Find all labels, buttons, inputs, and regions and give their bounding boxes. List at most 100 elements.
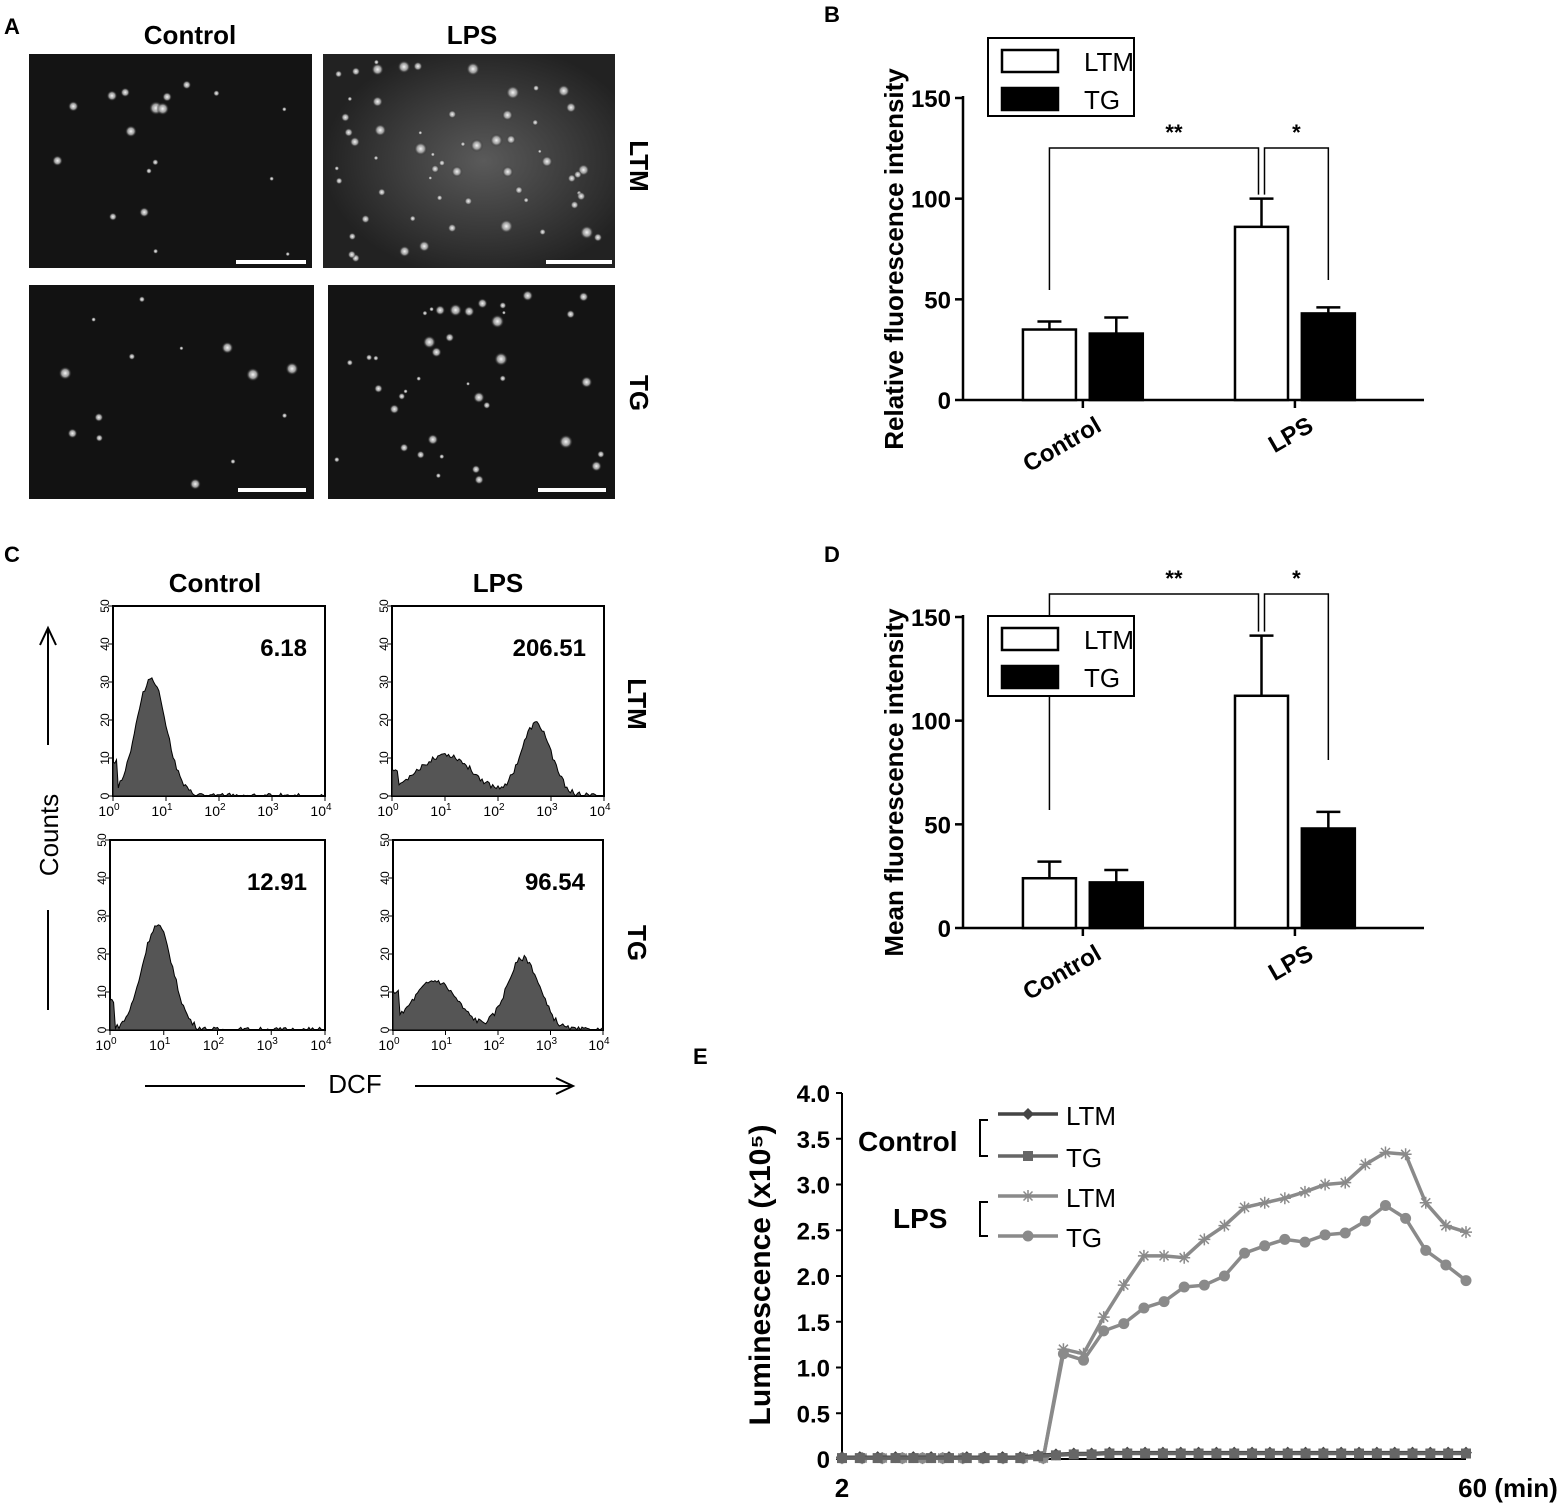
marker-asterisk (1137, 1249, 1150, 1262)
histogram-y-tick-label: 40 (98, 637, 112, 651)
marker-square (1104, 1448, 1115, 1459)
significance-bracket (1048, 147, 1260, 290)
cell-spot (438, 159, 446, 167)
cell-spot (162, 92, 172, 102)
y-tick-label: 3.5 (797, 1127, 830, 1154)
legend-group-label: LPS (893, 1203, 947, 1234)
cell-spot (431, 347, 442, 358)
legend-swatch-tg (1000, 86, 1060, 112)
cell-spot (427, 434, 439, 445)
cell-spot (460, 141, 466, 147)
histogram-x-tick-label: 103 (536, 1036, 558, 1053)
bar-tg (1300, 827, 1357, 930)
histogram-x-tick-label: 100 (377, 802, 399, 819)
marker-square (1407, 1448, 1418, 1459)
marker-square (979, 1453, 990, 1464)
legend-label: TG (1084, 85, 1120, 115)
cell-spot (361, 214, 370, 224)
cell-spot (449, 303, 462, 317)
panel-c-row-label-tg: TG (622, 925, 652, 961)
panel-c-y-axis-label: Counts (34, 794, 64, 876)
histogram-y-tick-label: 20 (378, 947, 392, 961)
cell-spot (389, 404, 400, 414)
cell-spot (335, 177, 343, 185)
histogram-y-tick-label: 10 (98, 751, 112, 765)
histogram-y-tick-label: 50 (378, 833, 392, 847)
histogram-y-tick-label: 0 (378, 1026, 392, 1033)
marker-circle (1259, 1240, 1271, 1252)
marker-square (872, 1453, 883, 1464)
cell-spot (514, 186, 524, 195)
cell-spot (532, 84, 540, 92)
marker-asterisk (1097, 1311, 1110, 1324)
histogram-y-tick-label: 30 (98, 675, 112, 689)
legend-swatch-ltm (1000, 48, 1060, 74)
marker-circle (1078, 1354, 1090, 1366)
marker-asterisk (1339, 1176, 1352, 1189)
y-tick-label: 0.5 (797, 1401, 830, 1428)
y-tick-label: 2.0 (797, 1264, 830, 1291)
cell-spot (558, 434, 573, 449)
marker-asterisk (1439, 1219, 1452, 1232)
cell-spot (451, 165, 463, 178)
micrograph-cells (52, 59, 605, 490)
marker-asterisk (1218, 1219, 1231, 1232)
histogram-x-tick-label: 104 (588, 1036, 610, 1053)
histogram-x-tick-label: 100 (98, 802, 120, 819)
marker-asterisk (1158, 1249, 1171, 1262)
marker-asterisk (1117, 1279, 1130, 1292)
cell-spot (435, 305, 446, 316)
cell-spot (153, 248, 159, 254)
cell-spot (471, 465, 481, 474)
cell-spot (344, 127, 354, 137)
y-tick-label: 0 (817, 1447, 830, 1474)
marker-square (1229, 1448, 1240, 1459)
legend-swatch-ltm (1000, 626, 1060, 652)
legend-label: TG (1066, 1143, 1102, 1173)
cell-spot (413, 61, 423, 71)
legend-label: TG (1066, 1223, 1102, 1253)
marker-circle (1359, 1215, 1371, 1227)
histogram-x-tick-label: 103 (257, 802, 279, 819)
marker-circle (1319, 1229, 1331, 1241)
y-tick-label: 150 (911, 86, 951, 113)
cell-spot (573, 170, 582, 179)
cell-spot (473, 391, 485, 404)
cell-spot (541, 155, 553, 168)
marker-square (1354, 1448, 1365, 1459)
marker-square (1247, 1448, 1258, 1459)
y-tick-label: 3.0 (797, 1173, 830, 1200)
cell-spot (422, 310, 428, 316)
histogram-y-tick-label: 10 (377, 751, 391, 765)
y-tick-label: 2.5 (797, 1218, 830, 1245)
histogram-y-tick-label: 40 (377, 637, 391, 651)
marker-asterisk (1359, 1158, 1372, 1171)
cell-spot (398, 245, 411, 258)
histogram-mean-value: 206.51 (513, 635, 586, 662)
marker-asterisk (1399, 1148, 1412, 1161)
marker-square (908, 1453, 919, 1464)
cell-spot (246, 367, 260, 382)
marker-square (1157, 1448, 1168, 1459)
cell-spot (445, 333, 455, 343)
cell-spot (156, 102, 170, 116)
cell-spot (418, 130, 423, 135)
legend-group-label: Control (858, 1126, 958, 1157)
cell-spot (505, 85, 520, 100)
panel-a-col-label-lps: LPS (447, 20, 498, 50)
marker-square (1068, 1449, 1079, 1460)
marker-square (1300, 1448, 1311, 1459)
cell-spot (580, 376, 593, 388)
cell-spot (464, 197, 473, 206)
marker-circle (1198, 1279, 1210, 1291)
histogram-x-tick-label: 101 (151, 802, 173, 819)
cell-spot (570, 200, 579, 210)
cell-spot (58, 366, 72, 380)
y-tick-label: 50 (924, 812, 951, 839)
marker-circle (1279, 1233, 1291, 1245)
cell-spot (348, 232, 357, 241)
marker-circle (1218, 1270, 1230, 1282)
cell-spot (334, 70, 343, 78)
